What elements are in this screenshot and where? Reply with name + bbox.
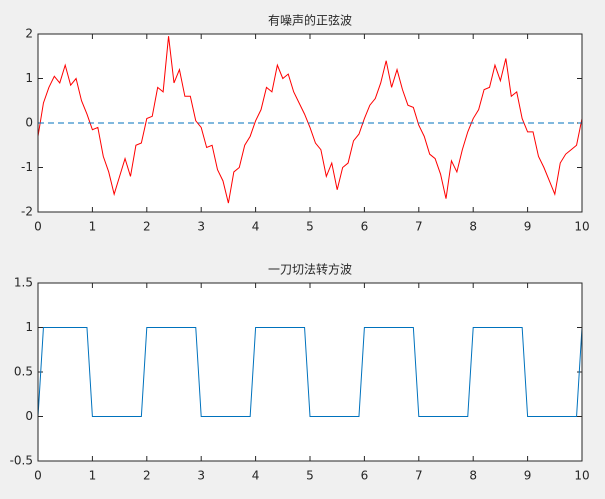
x-tick-label: 3	[197, 220, 205, 234]
y-tick-label: -2	[21, 205, 33, 219]
x-tick-label: 1	[89, 469, 97, 483]
x-tick-label: 8	[469, 220, 477, 234]
x-tick-label: 7	[415, 469, 423, 483]
y-tick-label: 0	[25, 409, 33, 423]
y-tick-label: 0	[25, 116, 33, 130]
axes-frame	[37, 282, 583, 462]
x-tick-label: 9	[524, 220, 532, 234]
chart-title: 一刀切法转方波	[268, 262, 352, 277]
x-tick-label: 8	[469, 469, 477, 483]
y-tick-label: 0.5	[14, 365, 33, 379]
x-tick-label: 3	[197, 469, 205, 483]
y-tick-label: -1	[21, 160, 33, 174]
axes-background	[38, 283, 582, 461]
x-tick-label: 10	[574, 220, 589, 234]
y-tick-label: 1	[25, 320, 33, 334]
y-tick-label: 1	[25, 71, 33, 85]
y-tick-label: -0.5	[10, 454, 33, 468]
x-tick-label: 4	[252, 220, 260, 234]
x-tick-label: 10	[574, 469, 589, 483]
axes-frame	[37, 33, 583, 213]
y-tick-label: 1.5	[14, 276, 33, 290]
x-tick-label: 1	[89, 220, 97, 234]
y-tick-label: 2	[25, 27, 33, 41]
x-tick-label: 2	[143, 469, 151, 483]
x-tick-label: 0	[34, 220, 42, 234]
data-line	[37, 327, 583, 417]
x-tick-label: 6	[361, 220, 369, 234]
x-tick-label: 5	[306, 220, 314, 234]
chart-title: 有噪声的正弦波	[268, 13, 352, 28]
data-line	[37, 36, 583, 204]
x-tick-label: 2	[143, 220, 151, 234]
x-tick-label: 7	[415, 220, 423, 234]
x-tick-label: 9	[524, 469, 532, 483]
x-tick-label: 0	[34, 469, 42, 483]
x-tick-label: 5	[306, 469, 314, 483]
x-tick-label: 4	[252, 469, 260, 483]
x-tick-label: 6	[361, 469, 369, 483]
